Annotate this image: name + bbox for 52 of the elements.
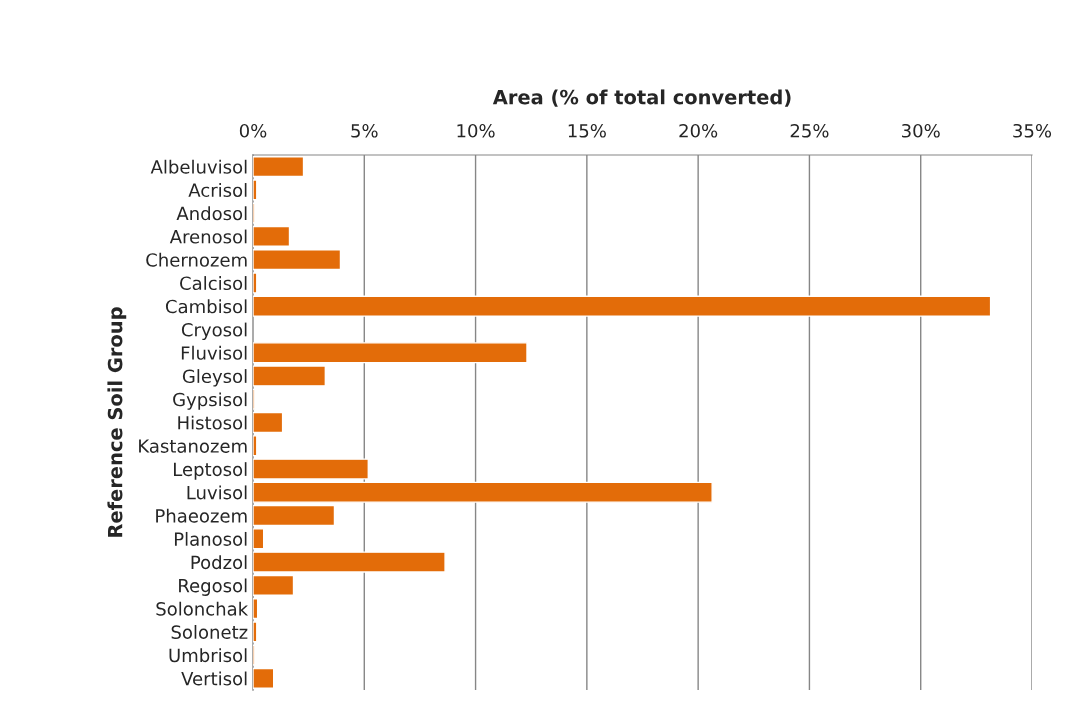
x-axis-title: Area (% of total converted) [492,89,791,107]
bar [253,667,275,689]
y-tick-label: Chernozem [146,252,247,267]
y-tick-label: Leptosol [174,462,247,480]
y-tick-label: Acrisol [188,183,247,198]
y-tick-label: Umbrisol [169,648,247,663]
bar [253,435,258,457]
y-tick-label: Phaeozem [156,508,247,523]
x-tick-label: 15% [568,123,606,138]
y-tick-label: Gypsisol [173,392,247,410]
y-tick-label: Vertisol [181,671,247,686]
bar [253,551,446,573]
x-tick-label: 5% [351,123,378,138]
y-tick-label: Regosol [179,578,247,596]
x-tick-label: 30% [902,123,940,138]
y-tick-label: Histosol [178,415,247,430]
y-axis-title: Reference Soil Group [107,307,127,537]
y-tick-label: Arenosol [169,229,247,244]
x-tick-label: 35% [1013,123,1052,138]
bar [253,621,258,643]
y-tick-label: Andosol [176,206,247,221]
y-tick-label: Cambisol [165,299,247,314]
x-tick-label: 10% [457,123,495,138]
bar [253,458,369,480]
x-tick-label: 25% [790,123,829,138]
y-tick-label: Cryosol [181,322,247,341]
bar [253,249,342,271]
bar [253,342,528,364]
bar [253,295,992,317]
y-tick-label: Planosol [174,531,247,546]
y-tick-label: Calcisol [180,276,247,291]
bar [253,411,284,434]
y-tick-label: Gleysol [182,369,247,387]
bar [253,365,327,387]
x-tick-label: 20% [679,123,718,138]
bar [253,504,336,527]
y-tick-label: Kastanozem [139,439,247,453]
bar [253,574,295,596]
y-tick-label: Fluvisol [181,345,247,360]
y-tick-label: Albeluvisol [150,159,247,174]
bar [253,179,258,201]
bar [253,225,291,247]
y-tick-label: Solonetz [171,624,248,639]
y-tick-label: Podzol [191,555,247,570]
bar [253,156,305,178]
bar [253,528,265,550]
bar [253,272,258,294]
bar [253,481,713,503]
y-tick-label: Solonchak [156,601,249,616]
y-tick-label: Luvisol [187,485,247,500]
bar [253,598,259,620]
x-tick-label: 0% [239,123,267,138]
